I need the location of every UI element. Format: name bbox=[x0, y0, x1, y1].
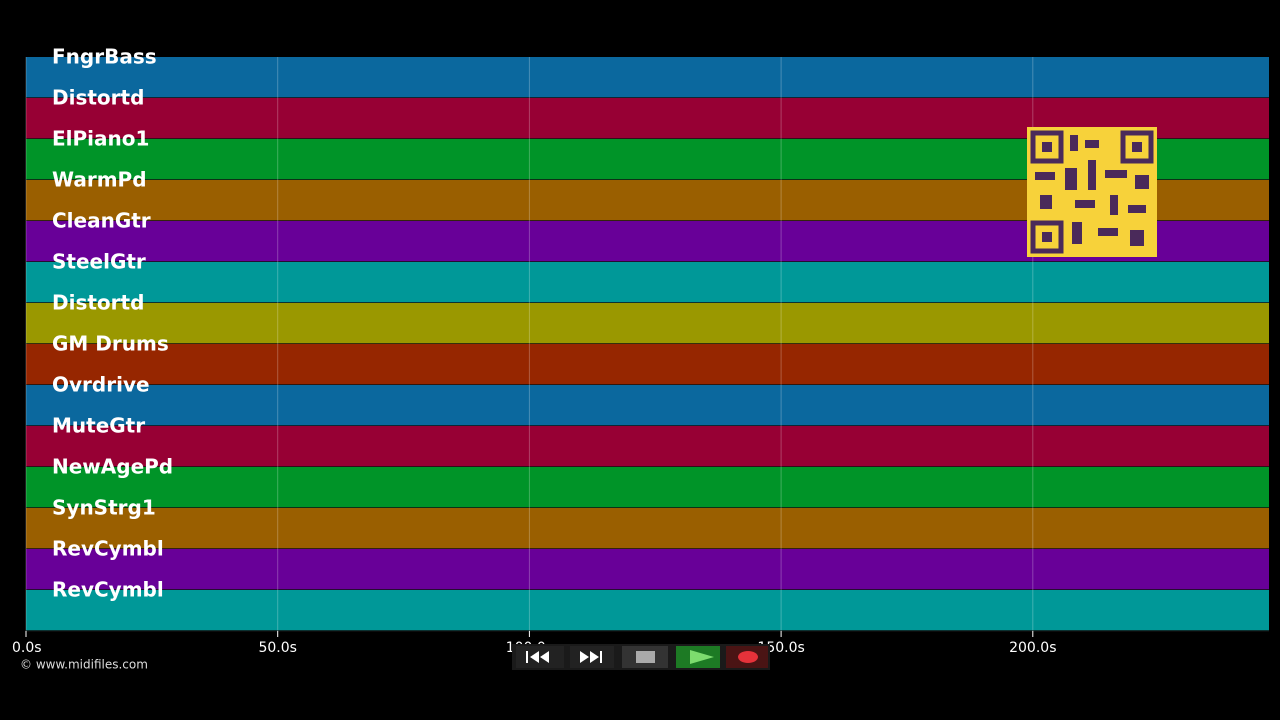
track-name: WarmPd bbox=[52, 168, 147, 192]
fast-forward-button[interactable] bbox=[570, 646, 614, 668]
tick-label: 0.0s bbox=[12, 640, 42, 656]
track-lane bbox=[26, 262, 1269, 303]
qr-code bbox=[1027, 127, 1157, 257]
track-name: FngrBass bbox=[52, 45, 157, 69]
stop-button[interactable] bbox=[622, 646, 668, 668]
track-lane bbox=[26, 467, 1269, 508]
tick-label: 200.0s bbox=[1009, 640, 1056, 656]
track-labels: FngrBass Distortd ElPiano1 WarmPd CleanGtr St… bbox=[52, 45, 173, 602]
track-name: CleanGtr bbox=[52, 209, 151, 233]
credit: © www.midifiles.com bbox=[20, 658, 148, 672]
play-button[interactable] bbox=[676, 646, 720, 668]
track-lane bbox=[26, 385, 1269, 426]
track-name: NewAgePd bbox=[52, 455, 173, 479]
record-button[interactable] bbox=[726, 646, 768, 668]
track-lane bbox=[26, 57, 1269, 98]
track-name: RevCymbl bbox=[52, 537, 164, 561]
tracks bbox=[26, 57, 1269, 632]
rewind-button[interactable] bbox=[516, 646, 564, 668]
track-name: ElPiano1 bbox=[52, 127, 149, 151]
tick-label: 50.0s bbox=[258, 640, 296, 656]
transport-controls bbox=[512, 644, 770, 670]
track-name: Distortd bbox=[52, 86, 144, 110]
track-name: MuteGtr bbox=[52, 414, 145, 438]
track-name: RevCymbl bbox=[52, 578, 164, 602]
track-lane bbox=[26, 303, 1269, 344]
track-lane bbox=[26, 344, 1269, 385]
track-lane bbox=[26, 508, 1269, 549]
track-name: SynStrg1 bbox=[52, 496, 156, 520]
track-lane bbox=[26, 549, 1269, 590]
track-name: SteelGtr bbox=[52, 250, 146, 274]
track-lane bbox=[26, 590, 1269, 631]
track-name: GM Drums bbox=[52, 332, 169, 356]
track-lane bbox=[26, 426, 1269, 467]
track-name: Ovrdrive bbox=[52, 373, 150, 397]
track-name: Distortd bbox=[52, 291, 144, 315]
